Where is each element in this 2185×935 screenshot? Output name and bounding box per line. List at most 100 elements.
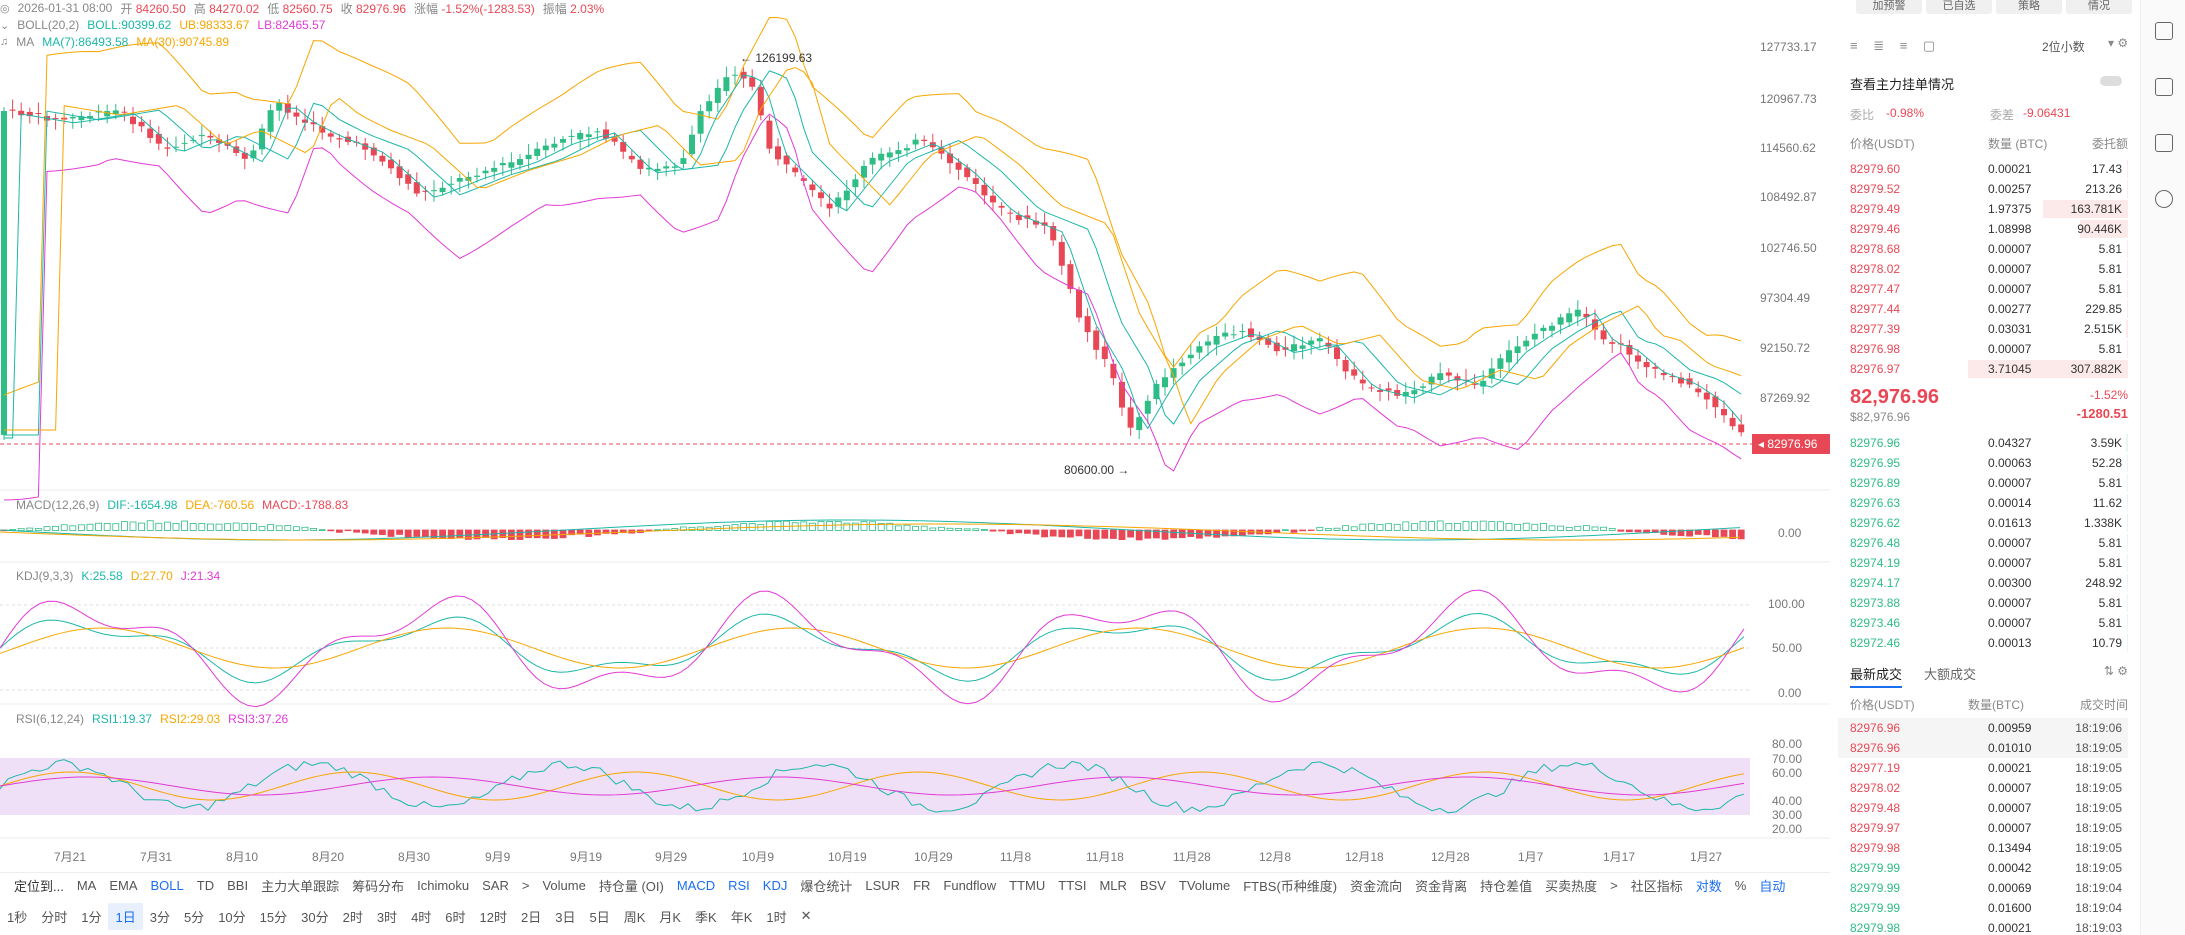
indicator-item[interactable]: > <box>521 878 530 893</box>
macd-name[interactable]: MACD(12,26,9) <box>16 498 100 512</box>
indicator-item[interactable]: 对数 <box>1695 879 1722 894</box>
trade-filter-icons[interactable]: ⇅ ⚙ <box>2103 664 2128 678</box>
timeframe-option[interactable]: 周K <box>623 909 646 925</box>
indicator-item[interactable]: Volume <box>542 878 586 893</box>
dropdown-arrow-icon[interactable]: ▾ ⚙ <box>2108 36 2129 50</box>
indicator-item[interactable]: RSI <box>728 878 750 893</box>
bid-row[interactable]: 82976.95 0.00063 52.28 <box>1838 453 2128 473</box>
ask-row[interactable]: 82979.49 1.97375 163.781K <box>1838 199 2128 219</box>
timeframe-option[interactable]: 2时 <box>342 909 363 925</box>
indicator-item[interactable]: % <box>1734 878 1747 893</box>
ma-name[interactable]: MA <box>16 35 35 49</box>
bar-chart-icon[interactable] <box>2155 134 2173 152</box>
timeframe-option[interactable]: 1日 <box>108 902 143 930</box>
bid-row[interactable]: 82973.46 0.00007 5.81 <box>1838 613 2128 633</box>
decimals-select[interactable]: 2位小数 <box>2042 40 2085 54</box>
indicator-item[interactable]: MACD <box>676 878 716 893</box>
indicator-item[interactable]: EMA <box>109 878 138 893</box>
timeframe-option[interactable]: 季K <box>695 909 717 925</box>
timeframe-option[interactable]: 1分 <box>81 909 102 925</box>
indicator-item[interactable]: BOLL <box>150 878 184 893</box>
indicator-item[interactable]: 社区指标 <box>1630 879 1683 894</box>
rsi-name[interactable]: RSI(6,12,24) <box>16 712 85 726</box>
indicator-item[interactable]: 资金背离 <box>1415 879 1468 894</box>
ask-row[interactable]: 82979.52 0.00257 213.26 <box>1838 179 2128 199</box>
indicator-item[interactable]: BSV <box>1139 878 1166 893</box>
bid-row[interactable]: 82974.19 0.00007 5.81 <box>1838 553 2128 573</box>
bid-row[interactable]: 82976.89 0.00007 5.81 <box>1838 473 2128 493</box>
indicator-item[interactable]: 主力大单跟踪 <box>261 879 340 894</box>
timeframe-option[interactable]: 3日 <box>555 909 576 925</box>
indicator-item[interactable]: KDJ <box>762 878 788 893</box>
bid-row[interactable]: 82976.48 0.00007 5.81 <box>1838 533 2128 553</box>
bid-row[interactable]: 82976.62 0.01613 1.338K <box>1838 513 2128 533</box>
ask-row[interactable]: 82977.44 0.00277 229.85 <box>1838 299 2128 319</box>
chart-canvas[interactable] <box>0 0 1830 900</box>
indicator-item[interactable]: 定位到... <box>14 879 64 894</box>
indicator-item[interactable]: 筹码分布 <box>352 879 405 894</box>
timeframe-option[interactable]: 30分 <box>301 909 329 925</box>
timeframe-option[interactable]: 4时 <box>411 909 432 925</box>
ask-row[interactable]: 82979.60 0.00021 17.43 <box>1838 159 2128 179</box>
indicator-item[interactable]: FR <box>913 878 931 893</box>
boll-name[interactable]: BOLL(20,2) <box>17 18 80 32</box>
bid-row[interactable]: 82972.46 0.00013 10.79 <box>1838 633 2128 653</box>
timeframe-option[interactable]: 15分 <box>259 909 288 925</box>
indicator-item[interactable]: > <box>1610 878 1618 893</box>
indicator-item[interactable]: 持仓差值 <box>1480 879 1533 894</box>
timeframe-option[interactable]: 2日 <box>521 909 542 925</box>
timeframe-option[interactable]: 10分 <box>218 909 246 925</box>
ask-row[interactable]: 82979.46 1.08998 90.446K <box>1838 219 2128 239</box>
toggle-switch[interactable] <box>2100 76 2122 86</box>
indicator-item[interactable]: SAR <box>482 878 509 893</box>
top-button[interactable]: 情况 <box>2066 0 2132 14</box>
timeframe-option[interactable]: 1秒 <box>7 909 28 925</box>
indicator-item[interactable]: Fundflow <box>943 878 997 893</box>
ask-row[interactable]: 82977.47 0.00007 5.81 <box>1838 279 2128 299</box>
indicator-item[interactable]: TTMU <box>1009 878 1046 893</box>
timeframe-option[interactable]: 3时 <box>376 909 398 925</box>
indicator-item[interactable]: BBI <box>227 878 249 893</box>
col-total[interactable]: 委托额 <box>2091 137 2128 151</box>
top-button[interactable]: 已自选 <box>1926 0 1992 14</box>
indicator-item[interactable]: MA <box>76 878 97 893</box>
orderbook-link[interactable]: 查看主力挂单情况 <box>1850 77 1955 92</box>
indicator-item[interactable]: LSUR <box>865 878 901 893</box>
link-icon[interactable] <box>2155 190 2173 208</box>
top-button[interactable]: 策略 <box>1996 0 2062 14</box>
timeframe-option[interactable]: 6时 <box>445 909 466 925</box>
timeframe-option[interactable]: 5分 <box>183 909 205 925</box>
indicator-item[interactable]: TTSI <box>1058 878 1087 893</box>
ask-row[interactable]: 82977.39 0.03031 2.515K <box>1838 319 2128 339</box>
timeframe-option[interactable]: 3分 <box>149 909 170 925</box>
bell-icon[interactable]: ♫ <box>0 36 9 48</box>
tab-large-trades[interactable]: 大额成交 <box>1924 667 1977 682</box>
chart-line-icon[interactable] <box>2155 78 2173 96</box>
ask-row[interactable]: 82976.97 3.71045 307.882K <box>1838 359 2128 379</box>
ask-row[interactable]: 82978.02 0.00007 5.81 <box>1838 259 2128 279</box>
ask-row[interactable]: 82976.98 0.00007 5.81 <box>1838 339 2128 359</box>
ask-row[interactable]: 82978.68 0.00007 5.81 <box>1838 239 2128 259</box>
timeframe-option[interactable]: 分时 <box>41 909 68 925</box>
chevron-down-icon[interactable]: ⌄ <box>0 19 10 32</box>
indicator-item[interactable]: 自动 <box>1759 879 1786 894</box>
orderbook-view-icons[interactable]: ≡ ≣ ≡ ▢ <box>1850 38 1942 53</box>
timeframe-option[interactable]: 12时 <box>479 909 507 925</box>
timeframe-option[interactable]: ✕ <box>800 908 812 923</box>
chart-area[interactable]: ◎ 2026-01-31 08:00 开 84260.50 高 84270.02… <box>0 0 1830 900</box>
indicator-item[interactable]: TD <box>196 878 215 893</box>
timeframe-option[interactable]: 月K <box>659 909 682 925</box>
indicator-item[interactable]: 持仓量 (OI) <box>598 879 664 894</box>
trade-col-qty[interactable]: 数量(BTC) <box>1968 698 2024 712</box>
bid-row[interactable]: 82974.17 0.00300 248.92 <box>1838 573 2128 593</box>
bid-row[interactable]: 82973.88 0.00007 5.81 <box>1838 593 2128 613</box>
indicator-item[interactable]: Ichimoku <box>417 878 470 893</box>
timeframe-option[interactable]: 5日 <box>589 909 610 925</box>
indicator-item[interactable]: FTBS(币种维度) <box>1243 879 1338 894</box>
indicator-item[interactable]: 买卖热度 <box>1545 879 1598 894</box>
indicator-item[interactable]: TVolume <box>1178 878 1231 893</box>
indicator-item[interactable]: 资金流向 <box>1350 879 1403 894</box>
tab-latest-trades[interactable]: 最新成交 <box>1850 664 1903 688</box>
bid-row[interactable]: 82976.63 0.00014 11.62 <box>1838 493 2128 513</box>
timeframe-option[interactable]: 年K <box>730 909 753 925</box>
